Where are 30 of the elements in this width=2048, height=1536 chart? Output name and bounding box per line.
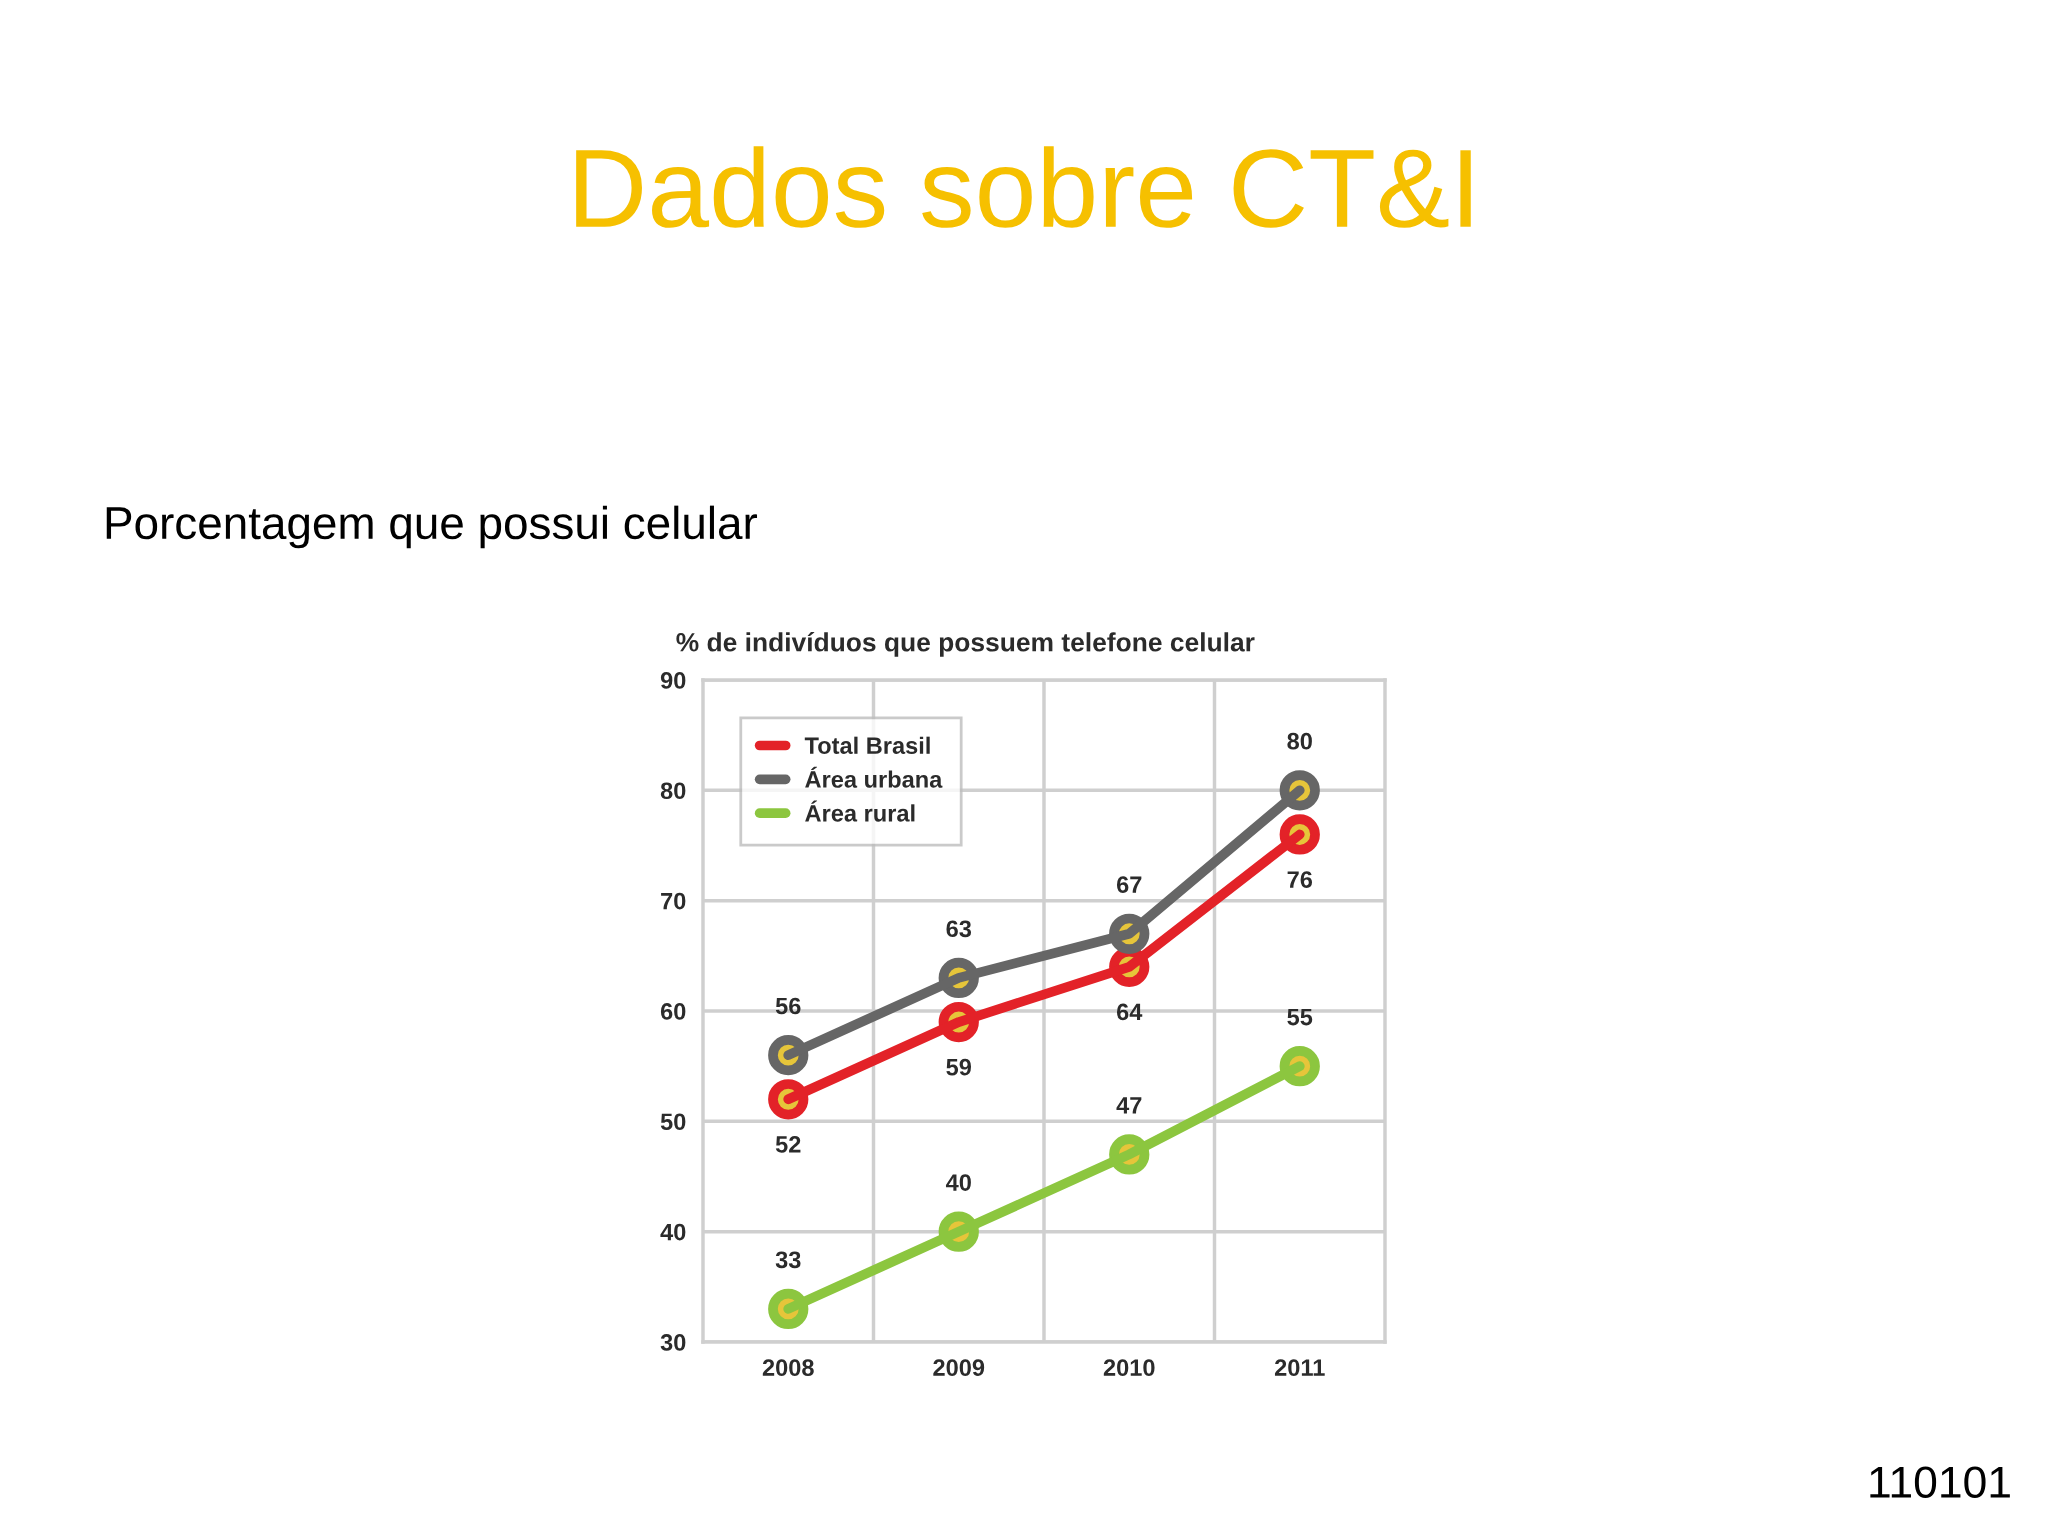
chart-title: Dados sobre CT&I bbox=[576, 146, 1471, 228]
data-label: 40 bbox=[945, 1174, 971, 1191]
y-tick-label: 60 bbox=[660, 1003, 686, 1020]
data-label: 80 bbox=[1287, 732, 1312, 750]
x-tick-label: 2009 bbox=[933, 1359, 985, 1377]
y-tick-label: 50 bbox=[660, 1113, 686, 1131]
data-label: 52 bbox=[775, 1136, 801, 1153]
data-label: 64 bbox=[1116, 1003, 1143, 1021]
legend-label: Área urbana bbox=[805, 766, 943, 788]
legend-label: Total Brasil bbox=[804, 736, 930, 755]
y-tick-label: 70 bbox=[661, 892, 686, 910]
data-label: 55 bbox=[1287, 1008, 1313, 1026]
legend-label: Área rural bbox=[805, 800, 915, 822]
data-label: 33 bbox=[775, 1251, 801, 1269]
y-tick-label: 90 bbox=[660, 672, 686, 689]
chart-subtitle: Porcentagem que possui celular bbox=[106, 505, 758, 549]
data-label: 67 bbox=[1116, 876, 1142, 893]
y-axis-title: % de indivíduos que possuem telefone celular bbox=[676, 632, 1255, 657]
data-label: 59 bbox=[946, 1058, 972, 1076]
y-tick-label: 40 bbox=[660, 1223, 686, 1241]
x-tick-label: 2011 bbox=[1274, 1359, 1325, 1377]
y-tick-label: 30 bbox=[660, 1334, 686, 1351]
data-label: 56 bbox=[775, 997, 801, 1015]
text: 110101 bbox=[1870, 1466, 2010, 1498]
y-tick-label: 80 bbox=[660, 782, 686, 800]
x-tick-label: 2008 bbox=[762, 1359, 814, 1377]
data-label: 76 bbox=[1287, 871, 1313, 888]
x-tick-label: 2010 bbox=[1103, 1359, 1155, 1377]
data-label: 63 bbox=[946, 920, 972, 938]
data-label: 47 bbox=[1116, 1097, 1142, 1114]
